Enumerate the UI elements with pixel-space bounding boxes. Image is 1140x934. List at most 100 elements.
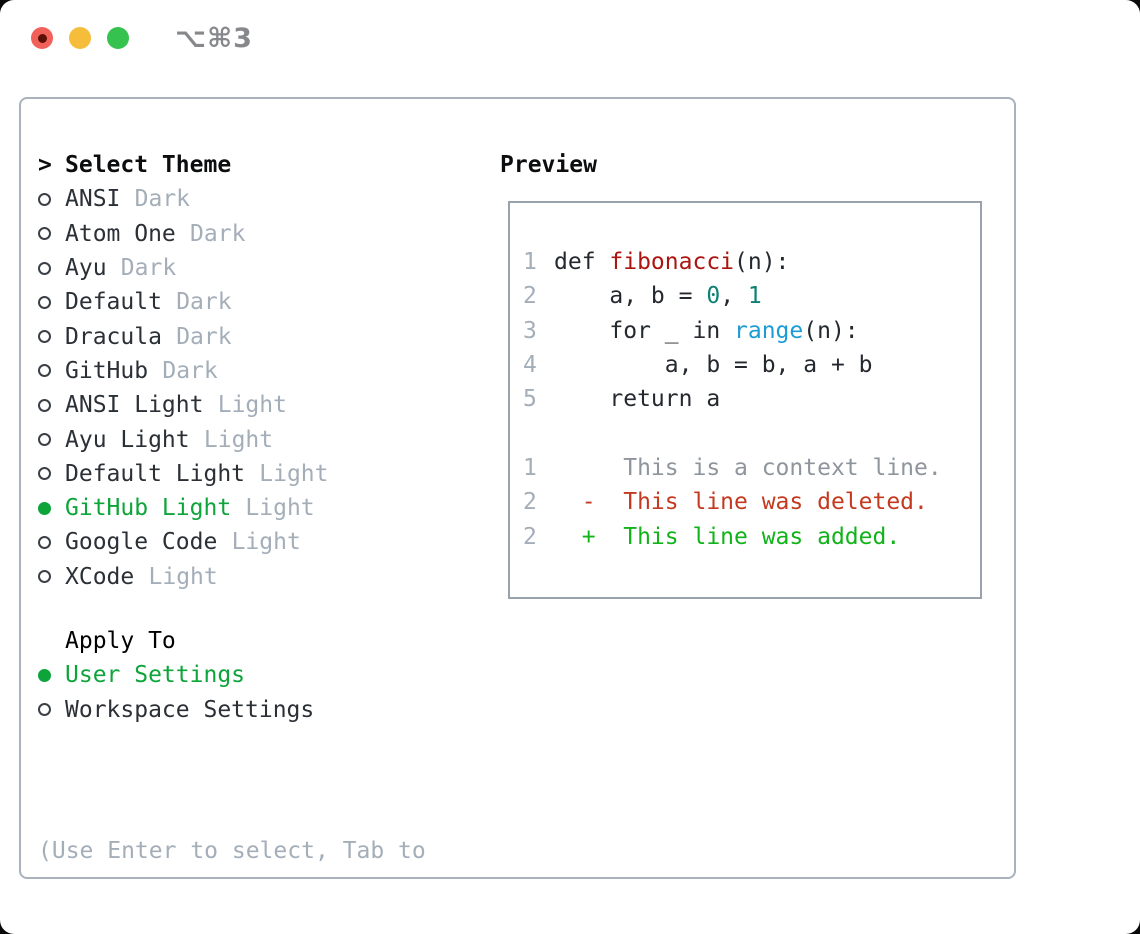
option-label: Google Code: [65, 529, 218, 556]
line-number: 1: [523, 454, 537, 481]
option-label: User Settings: [65, 662, 246, 689]
apply-to-block: Apply To User Settings Workspace Settings: [38, 624, 426, 727]
radio-icon[interactable]: [38, 703, 65, 717]
code-line: 3 for _ in range(n):: [523, 314, 980, 348]
titlebar: ⌥⌘3: [31, 23, 253, 54]
line-content: for _ in range(n):: [554, 317, 859, 344]
code-line: 5 return a: [523, 382, 980, 416]
radio-circle: [38, 703, 51, 717]
close-dot-icon: [37, 33, 47, 43]
theme-variant-tag: Light: [245, 495, 315, 522]
radio-icon[interactable]: [38, 295, 65, 309]
line-content: + This line was added.: [554, 523, 901, 550]
radio-circle: [38, 192, 51, 206]
radio-circle: [38, 227, 51, 241]
theme-option[interactable]: GitHub Dark: [38, 354, 426, 388]
minimize-button[interactable]: [69, 27, 91, 49]
option-label: Ayu: [65, 255, 107, 282]
theme-option[interactable]: Atom One Dark: [38, 217, 426, 251]
theme-variant-tag: Dark: [120, 255, 177, 282]
radio-circle: [38, 570, 51, 584]
code-line: 4 a, b = b, a + b: [523, 348, 980, 382]
zoom-button[interactable]: [107, 27, 129, 49]
line-number: 2: [523, 523, 537, 550]
radio-circle: [38, 467, 51, 481]
preview-header: Preview: [500, 152, 597, 179]
close-button[interactable]: [31, 27, 53, 49]
apply-to-option[interactable]: User Settings: [38, 658, 426, 692]
option-label: Dracula: [65, 323, 162, 350]
line-number: 2: [523, 283, 537, 310]
theme-option[interactable]: ANSI Light Light: [38, 388, 426, 422]
option-label: Atom One: [65, 220, 176, 247]
line-number: 2: [523, 489, 537, 516]
theme-option[interactable]: Default Light Light: [38, 457, 426, 491]
line-content: - This line was deleted.: [554, 489, 928, 516]
apply-to-options-list: User Settings Workspace Settings: [38, 658, 426, 727]
radio-icon[interactable]: [38, 535, 65, 549]
theme-variant-tag: Light: [203, 426, 274, 453]
line-content: def fibonacci(n):: [554, 249, 790, 276]
radio-icon[interactable]: [38, 261, 65, 275]
radio-icon[interactable]: [38, 433, 65, 447]
radio-circle: [38, 398, 51, 412]
select-theme-header: Select Theme: [65, 152, 232, 179]
option-label: ANSI: [65, 186, 121, 213]
option-label: XCode: [65, 563, 135, 590]
radio-icon[interactable]: [38, 570, 65, 584]
option-label: GitHub: [65, 357, 149, 384]
apply-to-option[interactable]: Workspace Settings: [38, 692, 426, 726]
radio-icon[interactable]: [38, 330, 65, 344]
radio-circle: [38, 535, 51, 549]
radio-circle: [38, 261, 51, 275]
option-label: Default Light: [65, 460, 246, 487]
theme-option[interactable]: Ayu Light Light: [38, 422, 426, 456]
theme-variant-tag: Dark: [162, 357, 218, 384]
radio-icon[interactable]: [38, 227, 65, 241]
radio-icon[interactable]: [38, 192, 65, 206]
theme-variant-tag: Dark: [134, 186, 191, 213]
theme-variant-tag: Light: [217, 392, 287, 419]
apply-to-header-row: Apply To: [38, 624, 426, 658]
apply-to-header: Apply To: [65, 628, 176, 654]
theme-option[interactable]: GitHub Light Light: [38, 491, 426, 525]
option-label: Workspace Settings: [65, 696, 315, 723]
radio-circle: [38, 295, 51, 309]
theme-picker-panel: > Select Theme ANSI Dark Atom One Dark Ayu Da…: [19, 97, 1016, 879]
radio-icon[interactable]: [38, 364, 65, 378]
line-number: 1: [523, 249, 537, 276]
theme-option[interactable]: XCode Light: [38, 560, 426, 594]
window-title: ⌥⌘3: [175, 22, 253, 54]
radio-circle: [38, 330, 51, 344]
line-content: return a: [554, 386, 721, 413]
theme-option[interactable]: Default Dark: [38, 285, 426, 319]
focus-caret: >: [38, 152, 65, 178]
option-label: GitHub Light: [65, 495, 232, 522]
radio-selected-icon[interactable]: [38, 501, 65, 515]
code-line: [523, 416, 980, 450]
radio-icon[interactable]: [38, 398, 65, 412]
theme-variant-tag: Dark: [176, 323, 232, 350]
theme-option[interactable]: ANSI Dark: [38, 182, 426, 216]
theme-list-column: > Select Theme ANSI Dark Atom One Dark Ayu Da…: [38, 148, 426, 934]
line-content: a, b = 0, 1: [554, 283, 762, 310]
code-line: 2 + This line was added.: [523, 519, 980, 553]
radio-circle: [38, 433, 51, 447]
line-content: a, b = b, a + b: [554, 352, 873, 379]
line-number: 4: [523, 352, 537, 379]
theme-option[interactable]: Ayu Dark: [38, 251, 426, 285]
radio-circle: [38, 501, 51, 515]
theme-option[interactable]: Google Code Light: [38, 525, 426, 559]
option-label: ANSI Light: [65, 392, 204, 419]
line-number: 5: [523, 386, 537, 413]
help-text: (Use Enter to select, Tab to change focu…: [38, 766, 426, 934]
theme-variant-tag: Dark: [176, 289, 232, 316]
radio-selected-icon[interactable]: [38, 668, 65, 682]
theme-option[interactable]: Dracula Dark: [38, 319, 426, 353]
code-line: 2 a, b = 0, 1: [523, 279, 980, 313]
caret-icon: >: [38, 152, 52, 179]
theme-variant-tag: Light: [231, 529, 301, 556]
theme-variant-tag: Light: [148, 563, 218, 590]
radio-icon[interactable]: [38, 467, 65, 481]
